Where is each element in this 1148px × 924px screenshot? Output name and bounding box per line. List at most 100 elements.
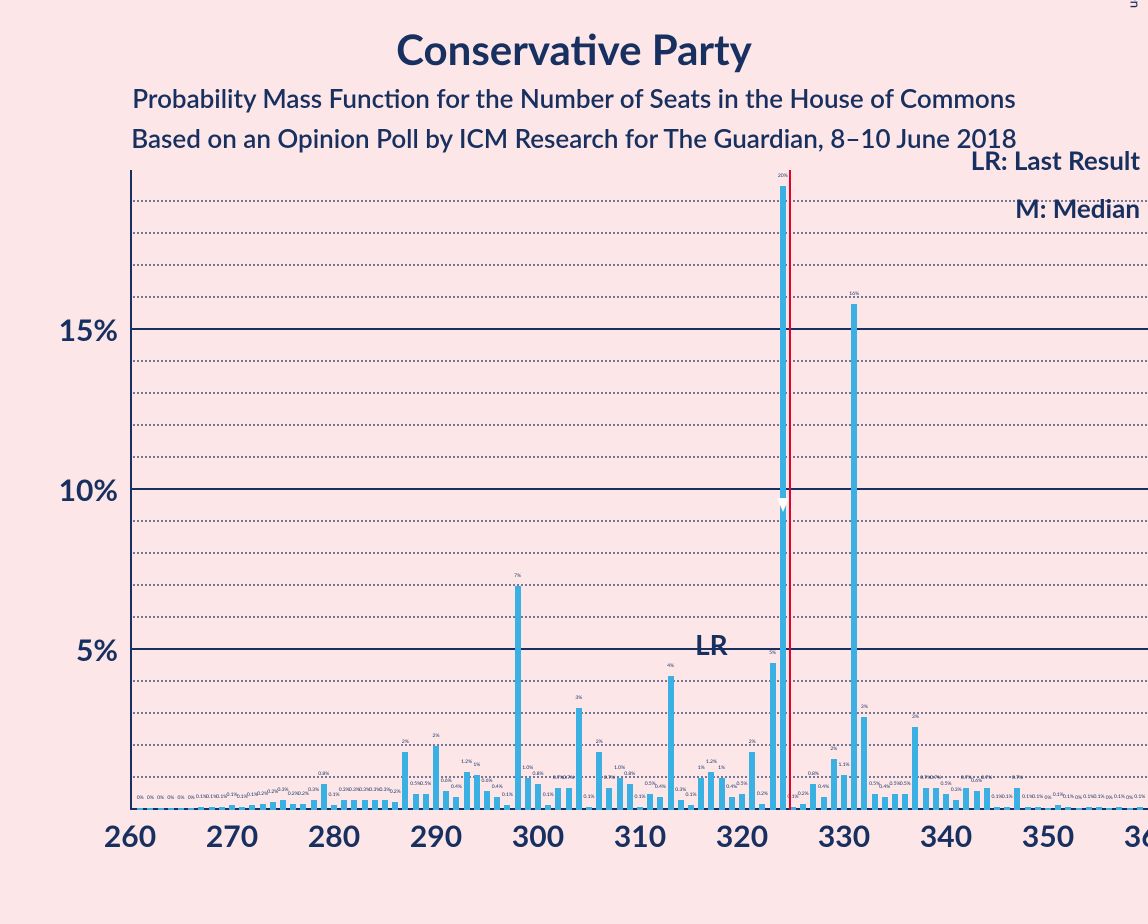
bar bbox=[168, 808, 174, 810]
grid-minor bbox=[130, 776, 1148, 778]
bar-value-label: 0.5% bbox=[420, 781, 431, 787]
bar-value-label: 0% bbox=[1075, 795, 1082, 801]
bar bbox=[739, 794, 745, 810]
grid-minor bbox=[130, 264, 1148, 266]
bar bbox=[1086, 807, 1092, 810]
bar-value-label: 5% bbox=[769, 650, 776, 656]
bar bbox=[566, 788, 572, 810]
bar-value-label: 0.3% bbox=[349, 787, 360, 793]
bar bbox=[872, 794, 878, 810]
bar-value-label: 0.1% bbox=[1063, 794, 1074, 800]
bar bbox=[627, 784, 633, 810]
bar bbox=[790, 807, 796, 810]
bar bbox=[953, 800, 959, 810]
bar bbox=[1076, 808, 1082, 810]
bar bbox=[851, 304, 857, 810]
bar-value-label: 2% bbox=[433, 733, 440, 739]
bar-value-label: 0.4% bbox=[451, 784, 462, 790]
bar-value-label: 1.2% bbox=[461, 759, 472, 765]
bar bbox=[249, 805, 255, 810]
bar-value-label: 0.3% bbox=[369, 787, 380, 793]
bar bbox=[545, 805, 551, 810]
bar bbox=[708, 772, 714, 810]
chart-container: Conservative Party Probability Mass Func… bbox=[0, 0, 1148, 924]
bar-value-label: 0.6% bbox=[971, 778, 982, 784]
bar-value-label: 3% bbox=[861, 704, 868, 710]
bar-value-label: 0.5% bbox=[890, 781, 901, 787]
x-tick-label: 310 bbox=[614, 818, 666, 854]
bar-value-label: 0.4% bbox=[879, 784, 890, 790]
bar bbox=[270, 802, 276, 810]
bar-value-label: 0% bbox=[147, 795, 154, 801]
bar bbox=[464, 772, 470, 810]
bar bbox=[321, 784, 327, 810]
bar bbox=[1137, 807, 1143, 810]
bar bbox=[1116, 807, 1122, 810]
bar-value-label: 0% bbox=[1045, 795, 1052, 801]
legend-median: M: Median bbox=[1015, 192, 1140, 224]
chart-subtitle-1: Probability Mass Function for the Number… bbox=[0, 82, 1148, 114]
bar bbox=[474, 775, 480, 810]
bar bbox=[494, 797, 500, 810]
bar bbox=[1055, 805, 1061, 810]
bar-value-label: 0.3% bbox=[675, 787, 686, 793]
bar-value-label: 1% bbox=[718, 765, 725, 771]
y-tick-label: 5% bbox=[76, 632, 118, 668]
bar-value-label: 0.2% bbox=[298, 791, 309, 797]
bar-value-label: 0% bbox=[188, 795, 195, 801]
bar-value-label: 0.1% bbox=[227, 792, 238, 798]
bar bbox=[555, 788, 561, 810]
bar bbox=[402, 752, 408, 810]
bar bbox=[963, 788, 969, 810]
bar bbox=[372, 800, 378, 810]
bar-value-label: 1.0% bbox=[522, 765, 533, 771]
bar-value-label: 0.3% bbox=[380, 787, 391, 793]
bar-value-label: 0.1% bbox=[635, 794, 646, 800]
bar bbox=[1106, 808, 1112, 810]
bar bbox=[1025, 807, 1031, 810]
bar bbox=[729, 797, 735, 810]
bar-value-label: 0.1% bbox=[237, 794, 248, 800]
bar-value-label: 2% bbox=[830, 746, 837, 752]
x-tick-label: 360 bbox=[1124, 818, 1148, 854]
bar bbox=[433, 746, 439, 810]
bar bbox=[800, 804, 806, 810]
bar bbox=[657, 797, 663, 810]
bar bbox=[198, 807, 204, 810]
bar-value-label: 0.5% bbox=[410, 781, 421, 787]
y-tick-label: 15% bbox=[59, 312, 118, 348]
grid-minor bbox=[130, 424, 1148, 426]
bar bbox=[311, 800, 317, 810]
bar-value-label: 0.1% bbox=[992, 794, 1003, 800]
bar bbox=[749, 752, 755, 810]
bar bbox=[821, 797, 827, 810]
bar bbox=[300, 804, 306, 810]
median-arrow-icon bbox=[777, 498, 789, 512]
bar-value-label: 0.1% bbox=[584, 794, 595, 800]
bar bbox=[413, 794, 419, 810]
bar-value-label: 0.6% bbox=[441, 778, 452, 784]
x-tick-label: 290 bbox=[410, 818, 462, 854]
grid-minor bbox=[130, 520, 1148, 522]
bar-value-label: 0.5% bbox=[869, 781, 880, 787]
bar bbox=[504, 805, 510, 810]
bar-value-label: 0% bbox=[1126, 795, 1133, 801]
bar-value-label: 0.3% bbox=[951, 787, 962, 793]
median-line bbox=[789, 170, 791, 810]
y-axis bbox=[130, 170, 132, 810]
grid-minor bbox=[130, 200, 1148, 202]
bar bbox=[678, 800, 684, 810]
bar-value-label: 0.2% bbox=[288, 791, 299, 797]
bar bbox=[1045, 808, 1051, 810]
bar bbox=[841, 775, 847, 810]
bar bbox=[515, 586, 521, 810]
legend-last-result: LR: Last Result bbox=[971, 144, 1140, 176]
bar bbox=[239, 807, 245, 810]
x-tick-label: 330 bbox=[818, 818, 870, 854]
bar-value-label: 7% bbox=[514, 573, 521, 579]
bar bbox=[290, 804, 296, 810]
bar bbox=[1004, 807, 1010, 810]
bar bbox=[1035, 807, 1041, 810]
bar bbox=[606, 788, 612, 810]
x-tick-label: 260 bbox=[104, 818, 156, 854]
